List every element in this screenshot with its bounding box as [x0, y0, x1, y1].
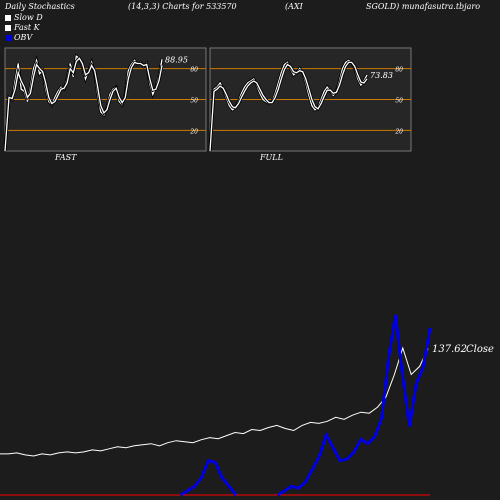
chart-params: (14,3,3) Charts for 533570: [128, 2, 237, 11]
full-stochastic-panel: 80 50 20 73.83: [208, 47, 412, 152]
close-line: [0, 346, 429, 457]
last-value-label: 73.83: [370, 71, 393, 80]
legend-swatch-obv: [5, 35, 11, 41]
legend-label-obv: OBV: [14, 33, 33, 42]
close-label: Close: [466, 344, 494, 355]
symbol-part-b: SGOLD) munafasutra.tbjaro: [366, 2, 481, 11]
symbol-part-a: (AXI: [285, 2, 303, 11]
level-label-20: 20: [394, 128, 403, 135]
fast-stochastic-panel: 80 50 20 88.95: [3, 47, 207, 152]
level-label-50: 50: [190, 98, 198, 105]
legend-swatch-slow-d: [5, 15, 11, 21]
legend-obv: OBV: [5, 33, 32, 42]
chart-title: Daily Stochastics: [5, 2, 75, 11]
level-label-20: 20: [189, 128, 198, 135]
legend-label-slow-d: Slow D: [14, 13, 43, 22]
series-line-1: [4, 57, 163, 152]
price-obv-panel: 137.62 Close: [0, 314, 494, 497]
obv-line-0: [179, 458, 237, 497]
close-last-value: 137.62: [432, 344, 467, 355]
last-value-label: 88.95: [165, 55, 188, 64]
fast-panel-label: FAST: [55, 153, 77, 162]
legend-fast-k: Fast K: [5, 23, 40, 32]
level-label-50: 50: [395, 98, 403, 105]
level-label-80: 80: [395, 67, 403, 74]
legend-swatch-fast-k: [5, 25, 11, 31]
legend-label-fast-k: Fast K: [14, 23, 40, 32]
legend-slow-d: Slow D: [5, 13, 43, 22]
obv-line-1: [276, 314, 432, 497]
full-panel-label: FULL: [260, 153, 283, 162]
level-label-80: 80: [190, 67, 198, 74]
series-line-1: [209, 61, 368, 152]
